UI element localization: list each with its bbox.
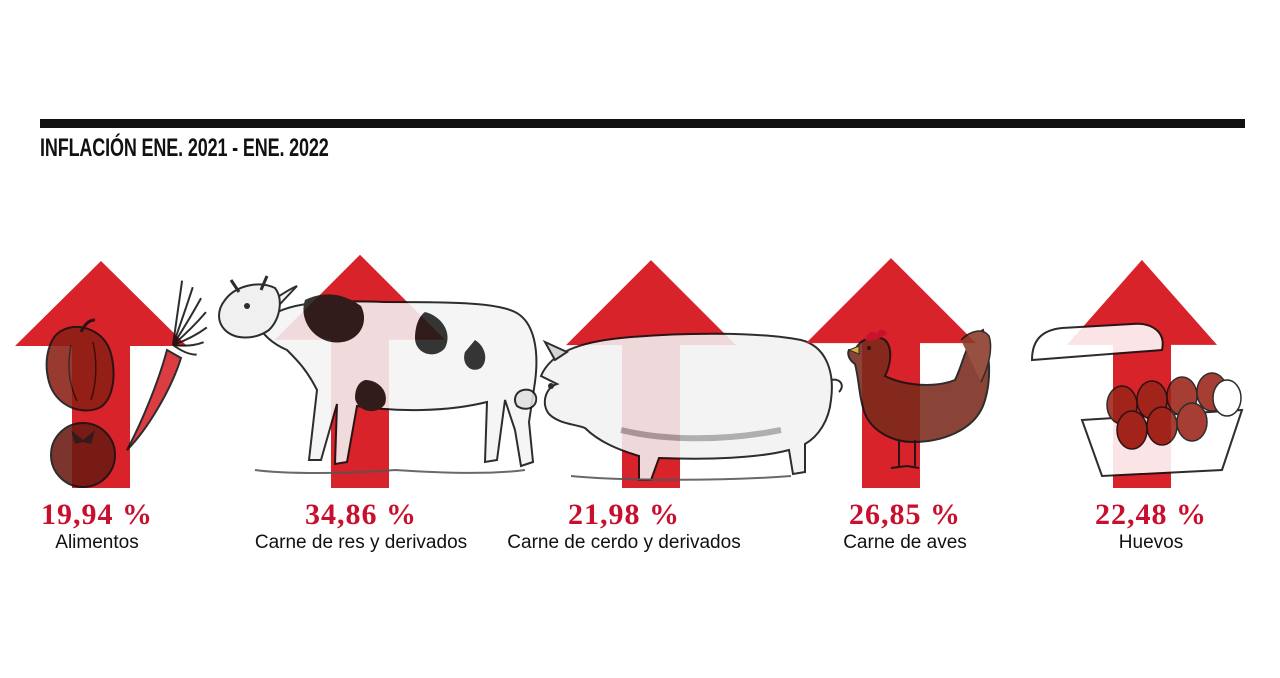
- egg-carton-icon: [1030, 322, 1244, 478]
- value-label: 21,98 %: [568, 498, 680, 531]
- chart-title: INFLACIÓN ENE. 2021 - ENE. 2022: [40, 134, 329, 162]
- category-label: Alimentos: [55, 532, 138, 553]
- category-label: Carne de res y derivados: [255, 532, 467, 553]
- category-label: Carne de cerdo y derivados: [507, 532, 740, 553]
- arrow-bar: [806, 258, 976, 488]
- category-label: Carne de aves: [843, 532, 967, 553]
- value-label: 26,85 %: [849, 498, 961, 531]
- value-label: 19,94 %: [41, 498, 153, 531]
- value-label: 34,86 %: [305, 498, 417, 531]
- cow-icon: [218, 275, 538, 474]
- top-rule: [40, 119, 1245, 128]
- value-label: 22,48 %: [1095, 498, 1207, 531]
- chicken-icon: [847, 328, 992, 469]
- vegetables-icon: [45, 280, 208, 488]
- arrow-bar: [1067, 259, 1217, 488]
- pig-icon: [514, 332, 843, 481]
- category-label: Huevos: [1119, 532, 1183, 553]
